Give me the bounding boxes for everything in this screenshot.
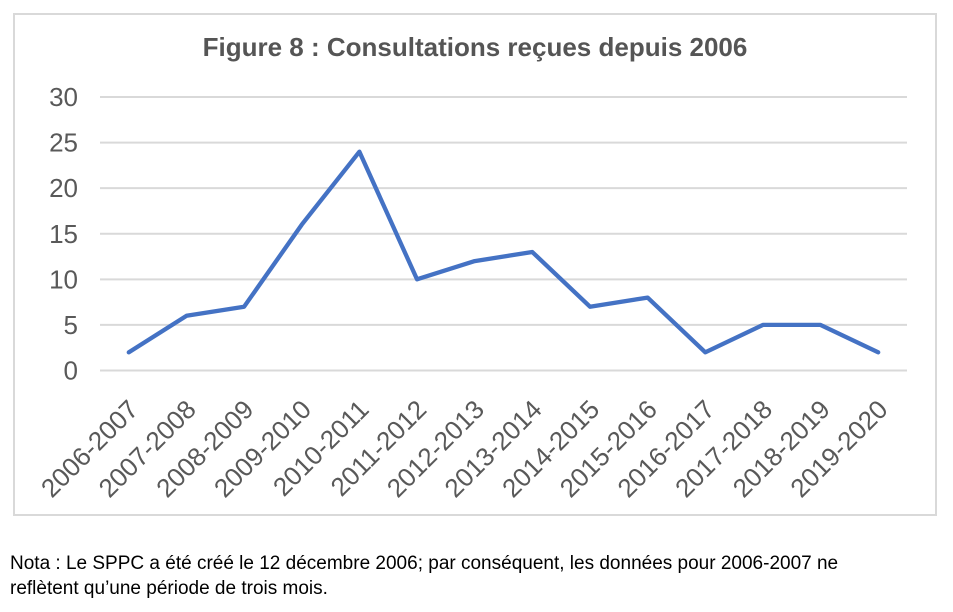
x-axis-labels: 2006-20072007-20082008-20092009-20102010… <box>35 394 893 503</box>
y-tick-label: 30 <box>49 82 78 112</box>
line-chart-plot: 0 5 10 15 20 25 30 2006-20072007-20082008-20092… <box>35 82 907 503</box>
y-axis-labels: 0 5 10 15 20 25 30 <box>49 82 78 386</box>
y-tick-label: 5 <box>64 310 78 340</box>
chart-title: Figure 8 : Consultations reçues depuis 2… <box>202 32 748 62</box>
consultations-series-line <box>126 149 881 355</box>
note-line-1: Nota : Le SPPC a été créé le 12 décembre… <box>10 553 839 574</box>
y-tick-label: 0 <box>64 356 78 386</box>
figure-8-chart: Figure 8 : Consultations reçues depuis 2… <box>13 13 937 516</box>
note-line-2: reflètent qu’une période de trois mois. <box>10 578 328 599</box>
y-tick-label: 20 <box>49 173 78 203</box>
y-tick-label: 10 <box>49 264 78 294</box>
y-tick-label: 15 <box>49 219 78 249</box>
chart-note: Nota : Le SPPC a été créé le 12 décembre… <box>10 551 950 601</box>
y-tick-label: 25 <box>49 128 78 158</box>
gridlines <box>100 96 907 372</box>
